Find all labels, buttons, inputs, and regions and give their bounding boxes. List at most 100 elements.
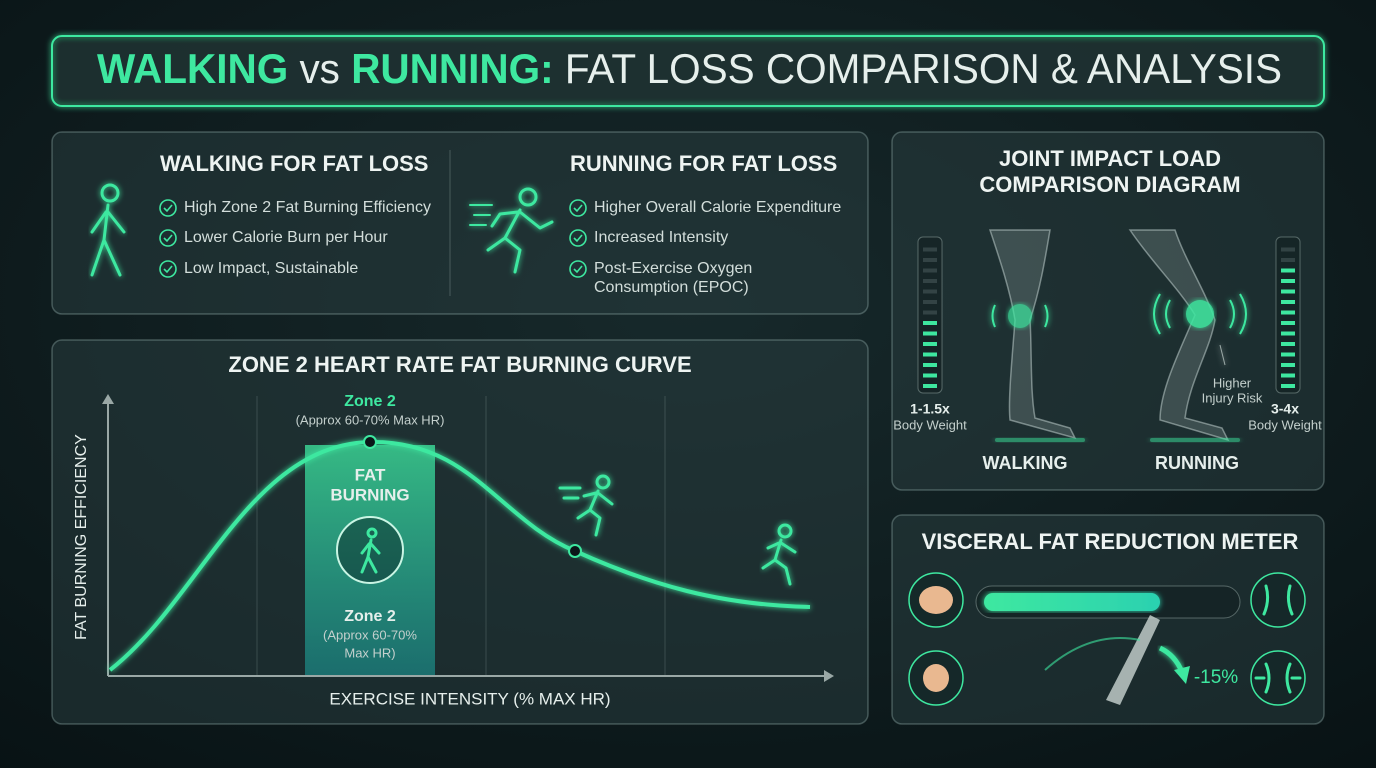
walking-load: 1-1.5x: [910, 401, 950, 417]
check-mark: [163, 234, 173, 243]
running-icon: [469, 187, 554, 274]
curve-panel: [51, 339, 869, 725]
running-label: RUNNING: [1155, 453, 1239, 473]
load-segment: [923, 258, 937, 262]
load-segment: [1281, 268, 1295, 273]
band-title: BURNING: [330, 485, 409, 504]
meter-title: VISCERAL FAT REDUCTION METER: [922, 529, 1299, 554]
load-segment: [923, 289, 937, 294]
load-segment: [923, 300, 937, 304]
zone-walker: [360, 527, 381, 574]
floor-glow: [995, 438, 1085, 442]
zone-label: Zone 2: [344, 393, 396, 410]
walking-point: High Zone 2 Fat Burning Efficiency: [184, 199, 431, 216]
load-segment: [1281, 373, 1295, 378]
load-segment: [1281, 310, 1295, 315]
needle: [1106, 615, 1160, 705]
load-segment: [923, 373, 937, 378]
title-walking: WALKING: [97, 45, 288, 92]
title-running: RUNNING:: [351, 45, 553, 92]
runner-icon-1: [558, 474, 614, 537]
running-point: Increased Intensity: [594, 229, 728, 246]
running-unit: Body Weight: [1248, 417, 1322, 432]
impact-waves: [991, 293, 1247, 366]
title-vs: vs: [299, 45, 339, 92]
axes: [102, 394, 834, 682]
running-knee-glow: [1186, 300, 1214, 328]
band-note: (Approx 60-70%: [323, 627, 417, 642]
load-segment: [923, 268, 937, 273]
header-box: [51, 35, 1325, 107]
x-axis-label: EXERCISE INTENSITY (% MAX HR): [329, 689, 610, 708]
band-title: FAT: [355, 465, 386, 484]
load-segment: [1281, 258, 1295, 262]
walking-point: Lower Calorie Burn per Hour: [184, 229, 388, 246]
checks: High Zone 2 Fat Burning Efficiency Lower …: [159, 199, 841, 278]
check-circle: [159, 199, 177, 217]
load-segment: [1281, 384, 1295, 388]
band-note: Max HR): [344, 645, 395, 660]
check-mark: [163, 204, 173, 213]
joint-panel: [891, 131, 1325, 491]
load-segment: [923, 384, 937, 388]
check-mark: [573, 204, 583, 213]
check-mark: [573, 234, 583, 243]
curve-point: [568, 544, 582, 558]
reduction-value: -15%: [1194, 667, 1238, 688]
load-segments: [923, 247, 1295, 388]
load-segment: [1281, 300, 1295, 304]
load-segment: [1281, 331, 1295, 336]
load-segment: [923, 352, 937, 357]
band-zone: Zone 2: [344, 608, 396, 625]
load-segment: [923, 310, 937, 315]
walking-title: WALKING FOR FAT LOSS: [160, 151, 428, 176]
check-circle: [159, 260, 177, 278]
runner-icon-2: [761, 523, 797, 586]
running-point: Post-Exercise Oxygen Consumption (EPOC): [594, 260, 753, 296]
meter-arc: [1044, 637, 1141, 671]
walking-knee-glow: [1008, 304, 1032, 328]
walking-unit: Body Weight: [893, 417, 967, 432]
curve-title: ZONE 2 HEART RATE FAT BURNING CURVE: [228, 352, 691, 377]
load-segment: [1281, 289, 1295, 294]
joint-title: COMPARISON DIAGRAM: [979, 172, 1240, 197]
comparison-panel: [51, 131, 869, 315]
check-mark: [163, 265, 173, 274]
meter-panel: [891, 514, 1325, 725]
risk-label: Higher: [1213, 375, 1252, 390]
load-segment: [1281, 363, 1295, 367]
legs: [988, 229, 1230, 442]
walking-point: Low Impact, Sustainable: [184, 260, 358, 277]
load-segment: [1281, 247, 1295, 252]
check-circle: [159, 229, 177, 247]
load-segment: [923, 247, 937, 252]
joint-title: JOINT IMPACT LOAD: [999, 146, 1221, 171]
fat-burning-curve: [108, 439, 811, 672]
dividers: [256, 396, 666, 676]
running-title: RUNNING FOR FAT LOSS: [570, 151, 837, 176]
check-mark: [573, 265, 583, 274]
running-point: Higher Overall Calorie Expenditure: [594, 199, 841, 216]
title-rest: FAT LOSS COMPARISON & ANALYSIS: [565, 45, 1282, 92]
meter-fill: [984, 593, 1160, 611]
y-axis-label: FAT BURNING EFFICIENCY: [73, 434, 90, 640]
load-segment: [1281, 321, 1295, 325]
arrow-head: [1174, 666, 1190, 684]
check-circle: [569, 229, 587, 247]
check-circle: [569, 260, 587, 278]
floor-glow: [1150, 438, 1240, 442]
belly-before: [919, 586, 953, 614]
running-load: 3-4x: [1271, 401, 1299, 417]
risk-label: Injury Risk: [1202, 390, 1263, 405]
load-segment: [923, 279, 937, 283]
walking-icon: [90, 183, 126, 277]
load-segment: [923, 363, 937, 367]
waist-icons: [1254, 584, 1302, 694]
load-segment: [923, 321, 937, 325]
walking-label: WALKING: [983, 453, 1068, 473]
check-circle: [569, 199, 587, 217]
load-segment: [1281, 342, 1295, 346]
header-title: WALKING vs RUNNING: FAT LOSS COMPARISON …: [97, 45, 1282, 92]
